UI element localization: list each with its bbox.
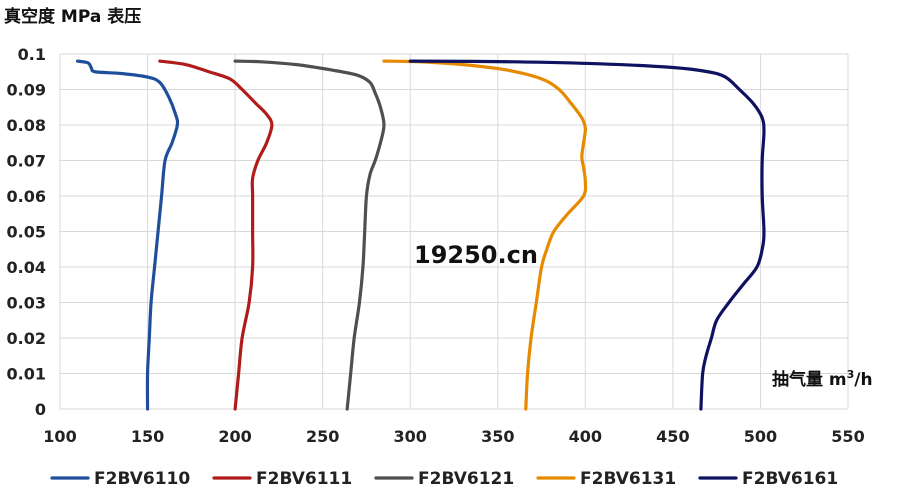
x-tick-label: 200 [218,427,251,446]
legend-label: F2BV6161 [742,469,838,489]
legend-label: F2BV6121 [418,469,514,489]
series-line-F2BV6161 [408,59,766,411]
grid [59,53,849,410]
legend-label: F2BV6110 [94,469,190,489]
series-line-F2BV6131 [382,59,588,411]
x-axis-title-sup: 3 [847,368,855,381]
y-tick-label: 0.05 [7,223,46,242]
y-tick-label: 0.02 [7,329,46,348]
x-tick-label: 150 [131,427,164,446]
watermark-text: 19250.cn [414,241,538,269]
x-tick-labels: 100 150 200 250 300 350 400 450 500 550 [43,427,864,446]
legend: F2BV6110 F2BV6111 F2BV6121 F2BV6131 F2BV6161 [50,469,838,489]
y-tick-label: 0 [35,400,46,419]
y-tick-label: 0.1 [18,45,46,64]
y-tick-labels: 0 0.01 0.02 0.03 0.04 0.05 0.06 0.07 0.08 0.09 0.1 [7,45,46,419]
series-line-F2BV6110 [75,59,180,411]
x-tick-label: 500 [744,427,777,446]
x-tick-label: 350 [481,427,514,446]
series-line-F2BV6111 [158,59,274,411]
y-tick-label: 0.08 [7,116,46,135]
x-tick-label: 550 [831,427,864,446]
y-axis-title: 真空度 MPa 表压 [4,6,141,27]
x-axis-title: 抽气量 m3/h [772,368,873,390]
y-tick-label: 0.06 [7,187,46,206]
x-tick-label: 450 [656,427,689,446]
x-axis-title-tail: /h [854,370,872,390]
x-tick-label: 400 [569,427,602,446]
y-tick-label: 0.07 [7,152,46,171]
x-tick-label: 250 [306,427,339,446]
x-tick-label: 100 [43,427,76,446]
y-tick-label: 0.03 [7,294,46,313]
y-tick-label: 0.01 [7,365,46,384]
series-lines [75,59,766,411]
y-tick-label: 0.04 [7,258,46,277]
x-tick-label: 300 [394,427,427,446]
x-axis-title-main: 抽气量 m [772,369,847,390]
series-line-F2BV6121 [233,59,386,411]
legend-label: F2BV6131 [580,469,676,489]
y-tick-label: 0.09 [7,81,46,100]
legend-label: F2BV6111 [256,469,352,489]
